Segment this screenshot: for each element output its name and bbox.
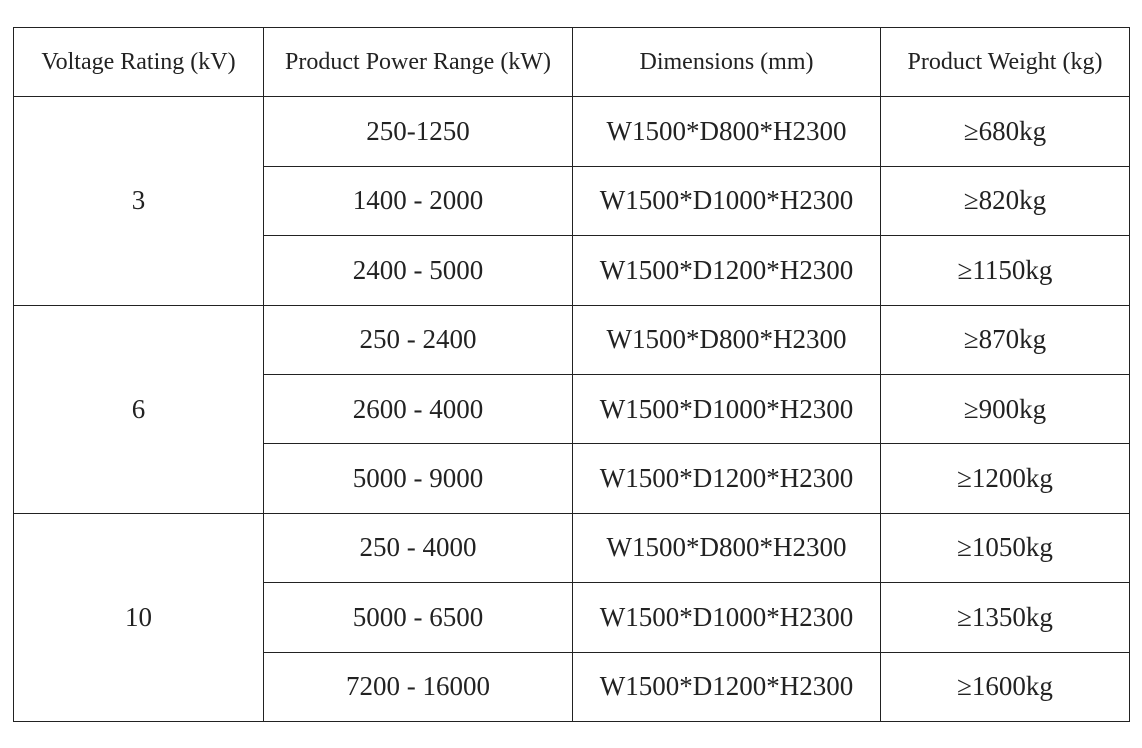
dimensions-cell: W1500*D1200*H2300 [572,651,881,722]
dimensions-cell: W1500*D800*H2300 [572,512,881,584]
power-range-cell: 250-1250 [263,96,573,167]
power-range-cell: 2600 - 4000 [263,373,573,445]
power-range-cell: 250 - 2400 [263,304,573,375]
dimensions-cell: W1500*D1000*H2300 [572,165,881,237]
weight-cell: ≥820kg [880,165,1130,237]
weight-cell: ≥1050kg [880,512,1130,584]
weight-cell: ≥1350kg [880,582,1130,653]
header-cell: Product Power Range (kW) [263,26,573,98]
table-row: 3 250-1250 W1500*D800*H2300 ≥680kg [13,96,1130,306]
dimensions-cell: W1500*D800*H2300 [572,96,881,167]
dimensions-cell: W1500*D800*H2300 [572,304,881,375]
dimensions-cell: W1500*D1200*H2300 [572,443,881,514]
weight-cell: ≥1600kg [880,651,1130,722]
table-row: 5000 - 9000 W1500*D1200*H2300 ≥1200kg [14,443,1130,514]
dimensions-cell: W1500*D1000*H2300 [572,373,881,445]
weight-cell: ≥1150kg [880,235,1130,306]
power-range-cell: 250 - 4000 [263,512,573,584]
spec-table: Voltage Rating (kV) Product Power Range (… [13,26,1130,722]
header-row: Voltage Rating (kV) Product Power Range (… [13,26,1130,98]
voltage-cell: 3 [13,96,264,306]
weight-cell: ≥870kg [880,304,1130,375]
power-range-cell: 5000 - 6500 [263,582,573,653]
power-range-cell: 2400 - 5000 [263,235,573,306]
power-range-cell: 1400 - 2000 [263,165,573,237]
table-row: 6 250 - 2400 W1500*D800*H2300 ≥870kg [13,304,1130,514]
header-cell: Dimensions (mm) [572,26,881,98]
table-row: 10 250 - 4000 W1500*D800*H2300 ≥1050kg [13,512,1130,722]
voltage-cell: 6 [13,304,264,514]
weight-cell: ≥680kg [880,96,1130,167]
table-row: 5000 - 6500 W1500*D1000*H2300 ≥1350kg [14,582,1130,653]
voltage-cell: 10 [13,512,264,722]
table-row: 2600 - 4000 W1500*D1000*H2300 ≥900kg [14,373,1130,445]
power-range-cell: 7200 - 16000 [263,651,573,722]
power-range-cell: 5000 - 9000 [263,443,573,514]
table-header: Voltage Rating (kV) Product Power Range (… [13,26,1130,98]
table-row: 7200 - 16000 W1500*D1200*H2300 ≥1600kg [14,651,1130,722]
table-row: 1400 - 2000 W1500*D1000*H2300 ≥820kg [14,165,1130,237]
dimensions-cell: W1500*D1200*H2300 [572,235,881,306]
dimensions-cell: W1500*D1000*H2300 [572,582,881,653]
weight-cell: ≥1200kg [880,443,1130,514]
header-cell: Voltage Rating (kV) [13,26,264,98]
table-body: 3 250-1250 W1500*D800*H2300 ≥680kg 1400 - 20… [13,96,1130,722]
weight-cell: ≥900kg [880,373,1130,445]
header-cell: Product Weight (kg) [880,26,1130,98]
